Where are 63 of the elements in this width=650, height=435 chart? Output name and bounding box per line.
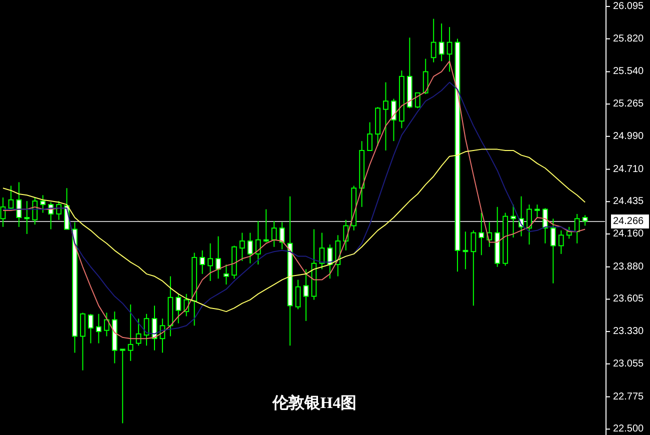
candlestick (224, 264, 229, 286)
candlestick (558, 230, 564, 254)
candlestick (263, 208, 269, 243)
candlestick (32, 197, 38, 226)
candlestick (414, 92, 420, 109)
y-tick-label: 25.540 (613, 66, 644, 78)
candlestick (128, 304, 134, 362)
candlestick (367, 122, 372, 151)
candlestick (80, 312, 86, 371)
candlestick (271, 220, 277, 248)
candlestick (422, 58, 428, 95)
candlestick (542, 208, 548, 244)
candlestick (446, 26, 452, 72)
candlestick (303, 268, 309, 322)
candlestick (438, 23, 444, 62)
candlestick (279, 222, 285, 250)
y-tick-label: 23.880 (613, 261, 644, 272)
candlestick (200, 250, 206, 274)
candlestick (343, 219, 349, 251)
y-tick-label: 22.500 (613, 424, 644, 435)
y-tick-label: 25.265 (613, 98, 644, 110)
candlestick (40, 194, 46, 214)
y-tick-label: 22.775 (613, 391, 644, 402)
y-tick-label: 26.095 (613, 0, 644, 12)
candlestick (327, 244, 333, 280)
candlestick (56, 200, 62, 220)
candlestick (470, 230, 476, 306)
candlestick (526, 204, 532, 246)
y-tick-label: 24.435 (613, 196, 644, 208)
candlestick (120, 348, 126, 424)
candlestick (88, 313, 94, 344)
candlestick (550, 218, 556, 284)
candlestick (255, 220, 261, 266)
candlestick (534, 204, 540, 218)
candlestick (24, 200, 30, 234)
y-tick-label: 23.605 (613, 294, 644, 305)
candlestick (295, 279, 301, 310)
y-tick-label: 24.990 (613, 130, 644, 142)
candlestick (510, 204, 516, 238)
candlestick (176, 293, 182, 324)
candlestick (104, 312, 110, 337)
candlestick (582, 214, 588, 226)
y-tick-label: 24.710 (613, 164, 644, 175)
candlestick (383, 82, 388, 151)
text: 伦敦银H4图 (271, 394, 357, 412)
candlestick (240, 232, 245, 262)
candlestick (319, 232, 325, 270)
candlestick (391, 98, 396, 142)
candlestick (8, 185, 14, 210)
line-series (2, 148, 586, 312)
candlestick (462, 231, 468, 270)
candlestick (208, 242, 214, 282)
candlestick (216, 236, 221, 280)
candlestick (430, 18, 436, 63)
candlestick (478, 212, 484, 256)
candlestick (247, 232, 253, 264)
y-tick-label: 25.820 (613, 33, 644, 44)
ref-line-label: 24.266 (613, 216, 644, 227)
y-tick-label: 23.330 (613, 326, 644, 338)
candlestick (96, 313, 102, 344)
y-tick-label: 24.160 (613, 228, 644, 240)
y-tick-label: 23.055 (613, 358, 644, 370)
candlestick (574, 213, 580, 244)
